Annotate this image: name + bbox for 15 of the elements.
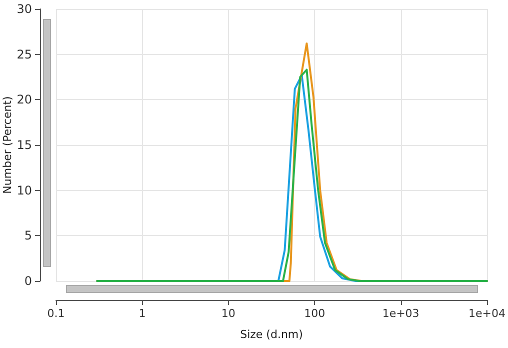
y-tick-label: 20 xyxy=(16,92,32,107)
x-tick-label: 10 xyxy=(221,307,236,320)
y-tick-label: 10 xyxy=(16,183,32,198)
x-tick-label: 1 xyxy=(138,307,146,320)
y-tick-label: 30 xyxy=(16,2,32,16)
x-tick-label: 0.1 xyxy=(47,307,65,320)
y-tick-label: 5 xyxy=(24,228,32,243)
y-tick-label: 15 xyxy=(16,138,32,152)
x-tick-label: 1e+03 xyxy=(382,307,420,320)
y-tick-label: 25 xyxy=(16,47,32,62)
y-axis-title: Number (Percent) xyxy=(1,96,14,194)
x-tick-label: 100 xyxy=(304,307,326,320)
y-tick-label: 0 xyxy=(24,274,32,288)
x-axis-title: Size (d.nm) xyxy=(240,328,303,341)
x-tick-label: 1e+04 xyxy=(468,307,506,320)
